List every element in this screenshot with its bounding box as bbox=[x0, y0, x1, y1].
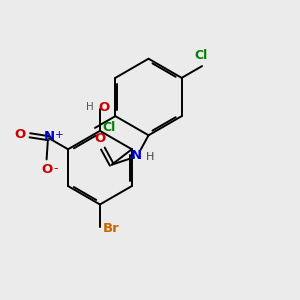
Text: N: N bbox=[44, 130, 55, 143]
Text: H: H bbox=[86, 102, 94, 112]
Text: O: O bbox=[41, 163, 52, 176]
Text: -: - bbox=[53, 162, 58, 176]
Text: O: O bbox=[14, 128, 26, 141]
Text: Br: Br bbox=[102, 221, 119, 235]
Text: O: O bbox=[98, 101, 110, 114]
Text: +: + bbox=[56, 130, 64, 140]
Text: Cl: Cl bbox=[102, 122, 116, 134]
Text: Cl: Cl bbox=[194, 49, 207, 62]
Text: N: N bbox=[131, 149, 142, 162]
Text: H: H bbox=[146, 152, 154, 162]
Text: O: O bbox=[94, 132, 106, 145]
